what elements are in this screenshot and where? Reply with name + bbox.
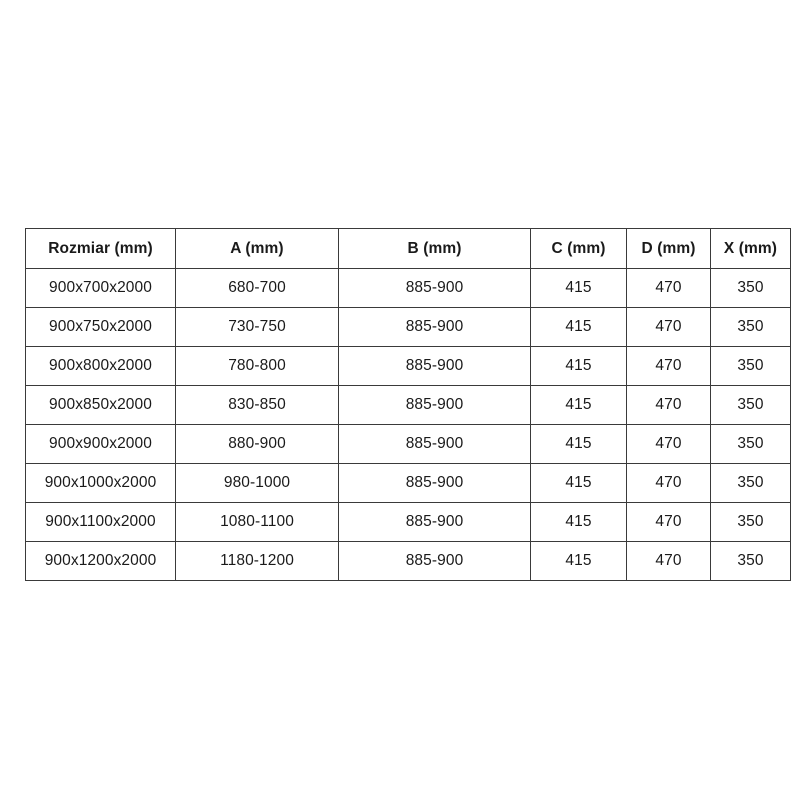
cell-b: 885-900 — [338, 502, 531, 542]
cell-x: 350 — [710, 463, 791, 503]
column-header-x: X (mm) — [710, 228, 791, 269]
cell-size: 900x900x2000 — [25, 424, 176, 464]
cell-x: 350 — [710, 385, 791, 425]
cell-a: 880-900 — [175, 424, 339, 464]
cell-c: 415 — [530, 268, 627, 308]
cell-b: 885-900 — [338, 346, 531, 386]
cell-c: 415 — [530, 502, 627, 542]
cell-a: 730-750 — [175, 307, 339, 347]
cell-b: 885-900 — [338, 268, 531, 308]
table-header-row: Rozmiar (mm) A (mm) B (mm) C (mm) D (mm)… — [25, 228, 791, 269]
cell-c: 415 — [530, 307, 627, 347]
cell-d: 470 — [626, 463, 711, 503]
cell-c: 415 — [530, 424, 627, 464]
table-row: 900x1000x2000 980-1000 885-900 415 470 350 — [25, 463, 791, 503]
cell-d: 470 — [626, 307, 711, 347]
cell-a: 980-1000 — [175, 463, 339, 503]
column-header-b: B (mm) — [338, 228, 531, 269]
cell-size: 900x800x2000 — [25, 346, 176, 386]
cell-d: 470 — [626, 346, 711, 386]
table-row: 900x700x2000 680-700 885-900 415 470 350 — [25, 268, 791, 308]
column-header-c: C (mm) — [530, 228, 627, 269]
column-header-d: D (mm) — [626, 228, 711, 269]
cell-b: 885-900 — [338, 463, 531, 503]
cell-x: 350 — [710, 502, 791, 542]
table-row: 900x1200x2000 1180-1200 885-900 415 470 350 — [25, 541, 791, 581]
cell-a: 830-850 — [175, 385, 339, 425]
cell-d: 470 — [626, 268, 711, 308]
table-row: 900x750x2000 730-750 885-900 415 470 350 — [25, 307, 791, 347]
cell-d: 470 — [626, 502, 711, 542]
cell-b: 885-900 — [338, 424, 531, 464]
cell-x: 350 — [710, 424, 791, 464]
dimensions-table: Rozmiar (mm) A (mm) B (mm) C (mm) D (mm)… — [25, 228, 791, 581]
column-header-a: A (mm) — [175, 228, 339, 269]
cell-c: 415 — [530, 346, 627, 386]
cell-size: 900x850x2000 — [25, 385, 176, 425]
cell-c: 415 — [530, 541, 627, 581]
cell-x: 350 — [710, 346, 791, 386]
table-body: 900x700x2000 680-700 885-900 415 470 350 900x7… — [25, 268, 791, 581]
cell-size: 900x1000x2000 — [25, 463, 176, 503]
cell-x: 350 — [710, 541, 791, 581]
cell-a: 680-700 — [175, 268, 339, 308]
table-row: 900x900x2000 880-900 885-900 415 470 350 — [25, 424, 791, 464]
table-row: 900x800x2000 780-800 885-900 415 470 350 — [25, 346, 791, 386]
cell-b: 885-900 — [338, 541, 531, 581]
cell-d: 470 — [626, 424, 711, 464]
cell-d: 470 — [626, 541, 711, 581]
column-header-size: Rozmiar (mm) — [25, 228, 176, 269]
cell-b: 885-900 — [338, 307, 531, 347]
cell-c: 415 — [530, 385, 627, 425]
cell-size: 900x700x2000 — [25, 268, 176, 308]
cell-a: 1180-1200 — [175, 541, 339, 581]
cell-x: 350 — [710, 268, 791, 308]
cell-size: 900x1200x2000 — [25, 541, 176, 581]
cell-b: 885-900 — [338, 385, 531, 425]
cell-size: 900x750x2000 — [25, 307, 176, 347]
cell-d: 470 — [626, 385, 711, 425]
table-row: 900x850x2000 830-850 885-900 415 470 350 — [25, 385, 791, 425]
cell-x: 350 — [710, 307, 791, 347]
table-header: Rozmiar (mm) A (mm) B (mm) C (mm) D (mm)… — [25, 228, 791, 269]
dimensions-table-container: Rozmiar (mm) A (mm) B (mm) C (mm) D (mm)… — [25, 228, 791, 581]
cell-size: 900x1100x2000 — [25, 502, 176, 542]
cell-a: 780-800 — [175, 346, 339, 386]
table-row: 900x1100x2000 1080-1100 885-900 415 470 350 — [25, 502, 791, 542]
cell-a: 1080-1100 — [175, 502, 339, 542]
cell-c: 415 — [530, 463, 627, 503]
